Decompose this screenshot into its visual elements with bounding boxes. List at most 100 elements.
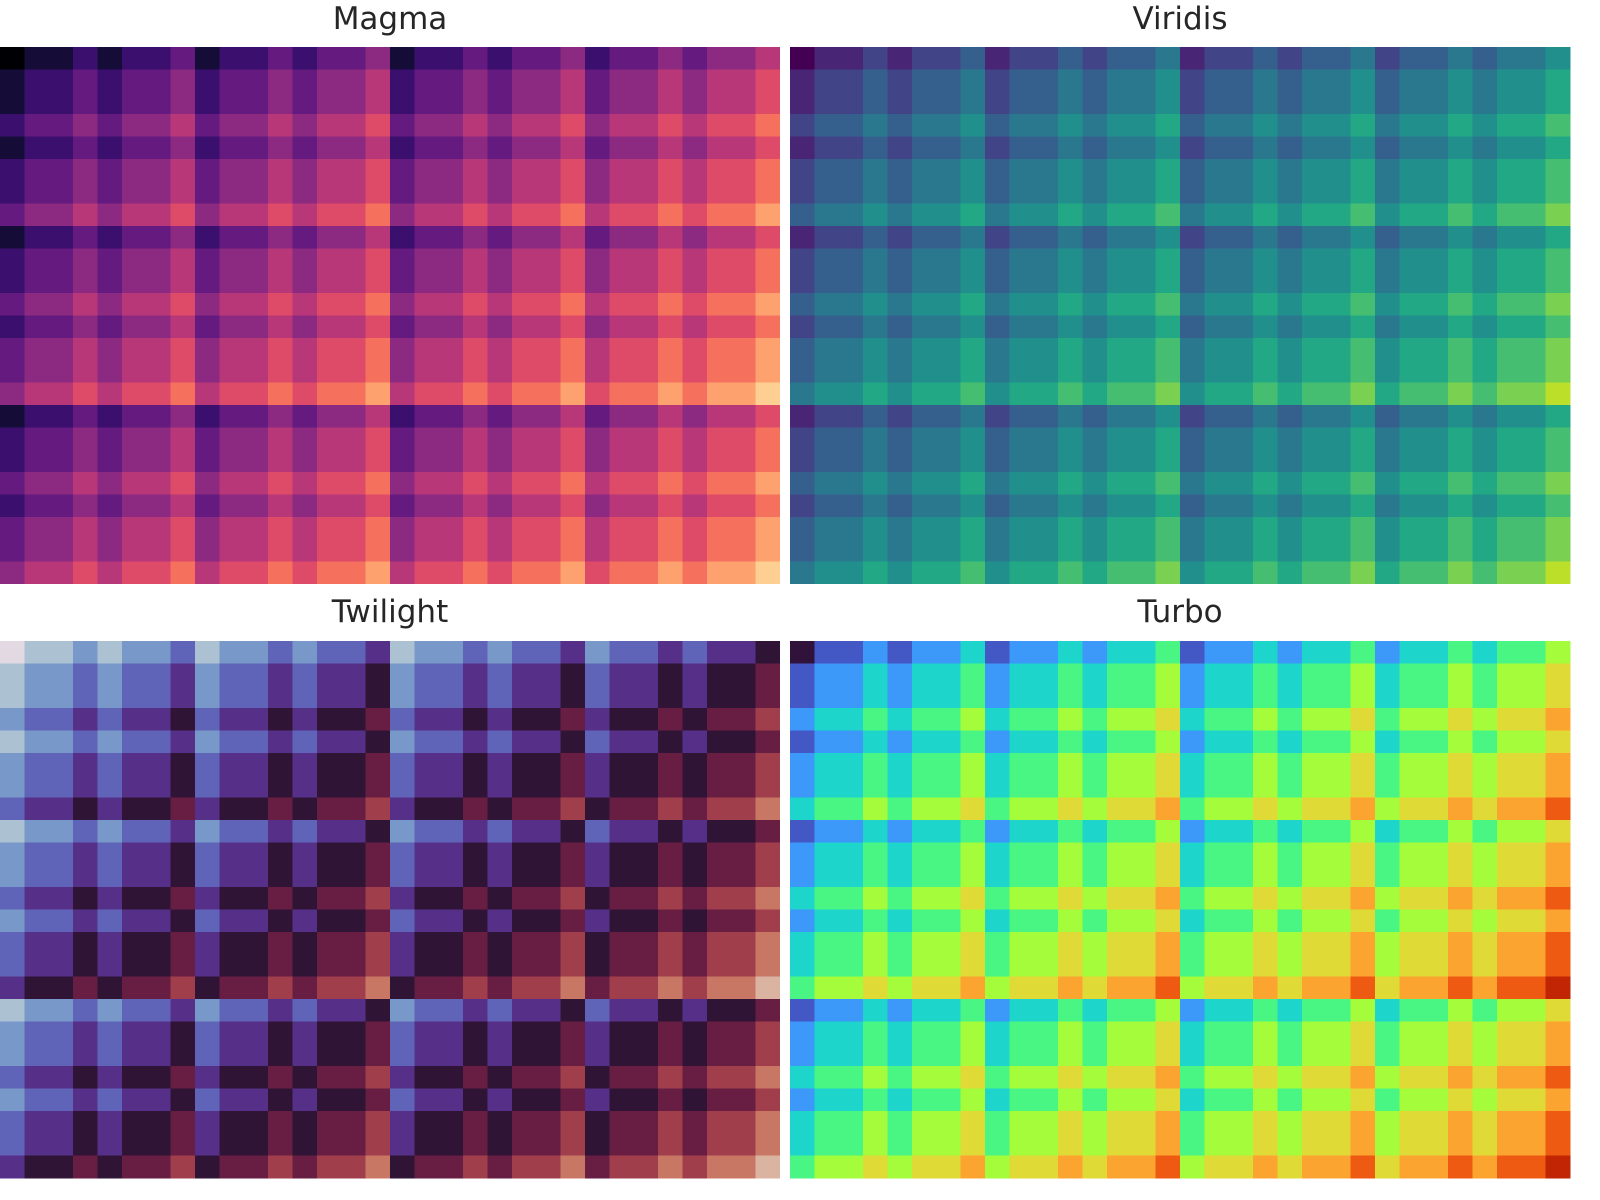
heatmap-cell: [863, 69, 889, 93]
heatmap-cell: [658, 516, 684, 540]
heatmap-cell: [1155, 516, 1181, 540]
heatmap-cell: [1033, 820, 1059, 843]
heatmap-cell: [814, 114, 840, 138]
heatmap-cell: [463, 382, 489, 406]
heatmap-cell: [1180, 293, 1205, 317]
heatmap-cell: [731, 931, 757, 955]
heatmap-cell: [960, 91, 986, 115]
heatmap-cell: [365, 797, 391, 821]
heatmap-cell: [219, 315, 245, 339]
heatmap-cell: [243, 775, 269, 799]
heatmap-cell: [1131, 315, 1157, 339]
heatmap-cell: [463, 516, 489, 540]
heatmap-cell: [1131, 158, 1157, 182]
heatmap-cell: [863, 158, 889, 182]
heatmap-cell: [1033, 315, 1059, 339]
heatmap-cell: [1131, 360, 1157, 384]
heatmap-cell: [682, 449, 708, 473]
heatmap-cell: [1301, 516, 1327, 540]
heatmap-cell: [1496, 909, 1522, 933]
heatmap-cell: [0, 69, 25, 93]
heatmap-cell: [1350, 47, 1376, 70]
heatmap-cell: [814, 887, 840, 911]
heatmap-cell: [658, 1133, 684, 1157]
heatmap-cell: [1277, 226, 1303, 249]
heatmap-cell: [243, 1133, 269, 1157]
heatmap-cell: [195, 427, 220, 451]
heatmap-cell: [390, 775, 415, 799]
heatmap-cell: [814, 1155, 840, 1179]
heatmap-cell: [706, 539, 732, 563]
heatmap-cell: [316, 561, 342, 584]
heatmap-cell: [1326, 248, 1352, 272]
heatmap-cell: [1058, 91, 1084, 115]
heatmap-cell: [755, 685, 780, 709]
heatmap-cell: [1082, 775, 1108, 799]
heatmap-cell: [316, 1110, 342, 1134]
heatmap-cell: [0, 999, 25, 1022]
heatmap-cell: [463, 864, 489, 888]
heatmap-cell: [1301, 976, 1327, 1000]
heatmap-cell: [706, 1110, 732, 1134]
heatmap-cell: [585, 337, 610, 361]
heatmap-cell: [1496, 136, 1522, 160]
heatmap-cell: [170, 494, 196, 518]
heatmap-cell: [341, 158, 367, 182]
heatmap-cell: [1009, 842, 1035, 866]
heatmap-cell: [1375, 114, 1400, 138]
heatmap-cell: [97, 136, 123, 160]
heatmap-cell: [936, 931, 962, 955]
heatmap-cell: [1131, 909, 1157, 933]
heatmap-cell: [292, 887, 318, 911]
heatmap-cell: [1082, 864, 1108, 888]
heatmap-cell: [1253, 516, 1279, 540]
heatmap-cell: [609, 494, 635, 518]
heatmap-cell: [1009, 1043, 1035, 1067]
heatmap-cell: [511, 337, 537, 361]
heatmap-cell: [1277, 158, 1303, 182]
heatmap-cell: [814, 449, 840, 473]
heatmap-cell: [1106, 270, 1132, 294]
heatmap-cell: [1326, 114, 1352, 138]
heatmap-cell: [414, 203, 440, 227]
heatmap-cell: [1521, 427, 1547, 451]
heatmap-cell: [195, 293, 220, 317]
heatmap-cell: [658, 270, 684, 294]
heatmap-cell: [146, 270, 172, 294]
heatmap-viridis: [790, 47, 1571, 584]
heatmap-cell: [1521, 931, 1547, 955]
heatmap-cell: [1253, 427, 1279, 451]
heatmap-cell: [609, 730, 635, 754]
heatmap-cell: [1472, 797, 1498, 821]
heatmap-cell: [292, 203, 318, 227]
heatmap-cell: [1423, 685, 1449, 709]
heatmap-cell: [658, 248, 684, 272]
heatmap-cell: [1180, 181, 1205, 205]
heatmap-cell: [1399, 1043, 1425, 1067]
heatmap-cell: [658, 730, 684, 754]
heatmap-cell: [585, 685, 610, 709]
heatmap-cell: [682, 248, 708, 272]
heatmap-cell: [560, 1155, 586, 1179]
heatmap-cell: [365, 842, 391, 866]
heatmap-cell: [195, 539, 220, 563]
heatmap-cell: [731, 539, 757, 563]
heatmap-cell: [1082, 931, 1108, 955]
heatmap-cell: [1204, 708, 1230, 732]
heatmap-cell: [1399, 516, 1425, 540]
heatmap-cell: [1106, 382, 1132, 406]
heatmap-cell: [1180, 1088, 1205, 1112]
heatmap-cell: [365, 136, 391, 160]
heatmap-cell: [1496, 797, 1522, 821]
heatmap-cell: [1082, 203, 1108, 227]
heatmap-cell: [97, 427, 123, 451]
heatmap-cell: [341, 337, 367, 361]
heatmap-cell: [755, 114, 780, 138]
heatmap-cell: [1448, 382, 1474, 406]
heatmap-cell: [1301, 405, 1327, 428]
heatmap-cell: [1058, 293, 1084, 317]
heatmap-cell: [985, 775, 1010, 799]
heatmap-cell: [536, 270, 562, 294]
heatmap-cell: [1545, 494, 1571, 518]
heatmap-cell: [414, 999, 440, 1022]
